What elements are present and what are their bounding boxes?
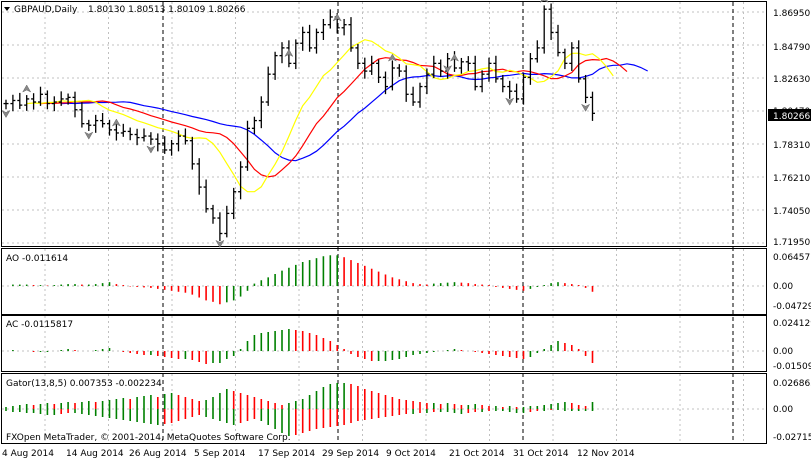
date-tick: 4 Aug 2014 [2,449,54,459]
fractal-down-marker [146,145,156,154]
gator-panel[interactable] [1,373,767,444]
date-tick: 14 Aug 2014 [66,449,124,459]
fractal-down-marker [442,65,453,74]
gator-axis: 0.026863 0.00 -0.027153 [773,379,811,443]
price-tick: 1.71950 [773,238,810,248]
ao-tick: -0.047291 [773,302,811,312]
fractal-down-marker [215,239,225,248]
ohlc-values: 1.80130 1.80513 1.80109 1.80266 [88,5,246,15]
fractal-up-marker [387,53,398,62]
alligator-teeth-line [40,57,628,178]
copyright-note: FXOpen MetaTrader, © 2001-2014, MetaQuot… [6,433,291,443]
price-tick: 1.86950 [773,9,810,19]
fractal-up-marker [111,118,122,127]
ao-histogram [12,255,594,305]
fractal-markers [1,0,591,248]
gator-tick: -0.027153 [773,433,811,443]
ac-label: AC -0.0115817 [6,320,73,330]
fractal-down-marker [580,103,591,112]
gator-label: Gator(13,8,5) 0.007353 -0.002234 [6,379,162,389]
ao-tick: 0.064577 [773,253,811,263]
main-panel[interactable] [1,1,767,247]
date-tick: 21 Oct 2014 [449,449,505,459]
date-tick: 31 Oct 2014 [513,449,569,459]
fractal-up-marker [539,0,549,3]
dropdown-arrow-icon[interactable] [4,7,10,11]
alligator-lips-line [26,39,614,193]
fractal-down-marker [84,131,94,140]
date-tick: 12 Nov 2014 [577,449,635,459]
price-tick: 1.74050 [773,207,810,217]
zero-lines [2,285,766,410]
price-tick: 1.82630 [773,75,810,85]
fractal-up-marker [449,53,460,62]
current-price-label: 1.80266 [773,112,810,122]
date-tick: 17 Sep 2014 [258,449,315,459]
alligator-jaw-line [61,63,648,162]
fractal-up-marker [332,13,342,22]
price-tick: 1.76210 [773,174,810,184]
gator-tick: 0.026863 [773,379,811,389]
price-tick: 1.84790 [773,43,810,53]
ac-panel[interactable] [1,315,767,372]
ac-tick: 0.024129 [773,319,811,329]
ao-label: AO -0.011614 [6,254,68,264]
price-tick: 1.78310 [773,141,810,151]
date-tick: 29 Sep 2014 [322,449,379,459]
ac-axis: 0.024129 0.00 -0.015098 [773,319,811,372]
ac-tick: 0.00 [773,347,793,357]
ao-axis: 0.064577 0.00 -0.047291 [773,253,811,312]
current-price-box [768,109,811,121]
gator-tick: 0.00 [773,405,793,415]
alligator-lines [26,39,648,193]
date-axis: 4 Aug 2014 14 Aug 2014 26 Aug 2014 5 Sep… [2,449,635,459]
gator-histogram [5,383,594,436]
date-tick: 5 Sep 2014 [194,449,246,459]
ao-tick: 0.00 [773,282,793,292]
fractal-down-marker [1,109,11,118]
fractal-down-marker [505,97,515,106]
ao-panel[interactable] [1,248,767,315]
grid-lines [2,2,766,443]
ac-tick: -0.015098 [773,362,811,372]
price-bars [3,3,595,242]
symbol-label: GBPAUD,Daily [14,5,78,15]
date-tick: 9 Oct 2014 [386,449,436,459]
fractal-up-marker [22,84,32,93]
date-tick: 26 Aug 2014 [129,449,187,459]
fractal-up-marker [284,48,294,58]
ac-histogram [12,329,594,364]
